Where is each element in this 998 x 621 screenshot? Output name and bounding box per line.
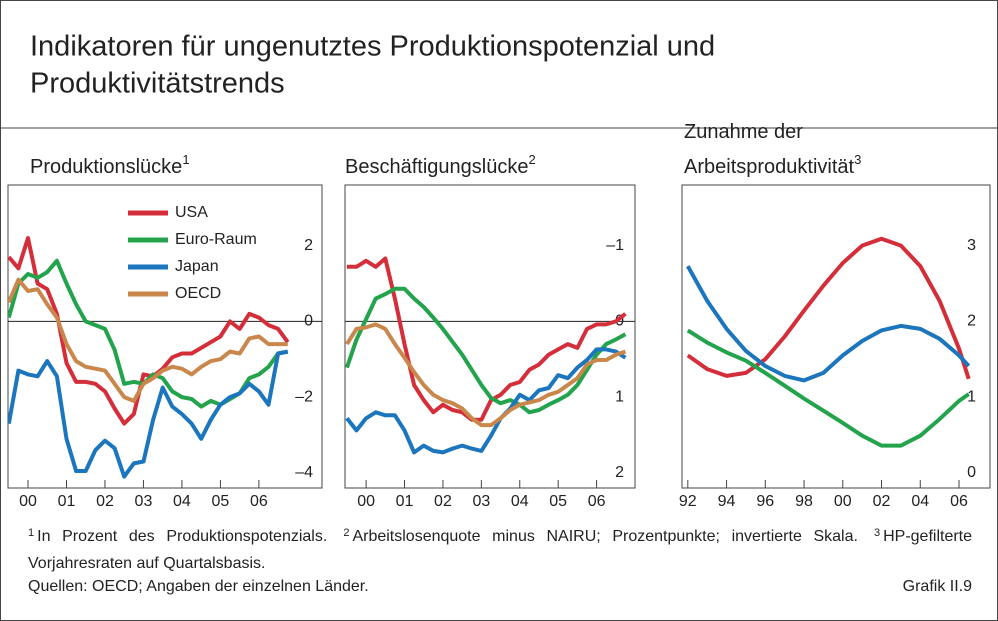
panel-title-text: Beschäftigungslücke — [345, 156, 528, 178]
x-tick-label: 04 — [911, 493, 929, 510]
x-tick-label: 04 — [511, 493, 529, 510]
y-tick-label: 1 — [967, 388, 976, 405]
footnote-text: In Prozent des Produktionspotenzials. — [37, 528, 328, 545]
panel-title: Zunahme der — [684, 121, 803, 143]
series-line — [686, 265, 971, 383]
series-line — [345, 347, 627, 455]
plot-area — [344, 184, 636, 489]
x-tick-label: 05 — [549, 493, 567, 510]
y-tick-label: 2 — [967, 313, 976, 330]
page-title: Indikatoren für ungenutztes Produktionsp… — [30, 31, 715, 63]
y-tick-label: –4 — [295, 464, 313, 481]
y-tick-label: 1 — [615, 388, 624, 405]
chart-id: Grafik II.9 — [902, 578, 972, 595]
legend-label: OECD — [175, 285, 221, 302]
panel-title-text: Arbeitsproduktivität — [684, 156, 855, 178]
y-tick-label: 0 — [967, 464, 976, 481]
series-line — [686, 328, 970, 448]
series-line — [686, 236, 971, 380]
footnotes: 1 In Prozent des Produktionspotenzials. 2… — [28, 520, 972, 577]
footnote-mark: 2 — [343, 527, 350, 539]
y-tick-label: 3 — [967, 237, 976, 254]
x-tick-label: 06 — [250, 493, 268, 510]
panel-title-text: Produktionslücke — [30, 156, 182, 178]
x-tick-label: 02 — [96, 493, 114, 510]
y-tick-label: –2 — [295, 388, 313, 405]
legend-label: USA — [175, 204, 208, 221]
x-tick-label: 94 — [718, 493, 736, 510]
plot-area — [681, 184, 991, 489]
x-tick-label: 01 — [396, 493, 414, 510]
series-line — [345, 286, 627, 415]
x-tick-label: 02 — [434, 493, 452, 510]
x-tick-label: 01 — [58, 493, 76, 510]
series-line — [345, 322, 627, 428]
x-tick-label: 92 — [679, 493, 697, 510]
footnote-text: HP-gefilterte Vorjahresraten auf Quartal… — [28, 528, 973, 572]
y-tick-label: 2 — [304, 237, 313, 254]
x-tick-label: 03 — [135, 493, 153, 510]
page-title: Produktivitätstrends — [30, 68, 285, 100]
panel-title-note: 2 — [528, 152, 535, 167]
x-tick-label: 04 — [173, 493, 191, 510]
panel-title: Arbeitsproduktivität3 — [684, 152, 861, 178]
x-tick-label: 96 — [756, 493, 774, 510]
panel-title-note: 3 — [854, 152, 861, 167]
legend-label: Japan — [175, 258, 219, 275]
footnote-text: Arbeitslosenquote minus NAIRU; Prozentpu… — [352, 528, 858, 545]
series-line — [8, 236, 290, 426]
panel-title: Beschäftigungslücke2 — [345, 152, 536, 178]
series-line — [8, 277, 288, 403]
y-tick-label: –1 — [606, 237, 624, 254]
panel-title-text: Zunahme der — [684, 121, 803, 143]
panel-title-note: 1 — [182, 152, 189, 167]
footnote-mark: 1 — [28, 527, 35, 539]
x-tick-label: 00 — [834, 493, 852, 510]
x-tick-label: 98 — [795, 493, 813, 510]
plot-area — [7, 184, 323, 489]
source: Quellen: OECD; Angaben der einzelnen Län… — [28, 578, 369, 595]
footnote-mark: 3 — [873, 527, 881, 539]
x-tick-label: 00 — [357, 493, 375, 510]
x-tick-label: 06 — [588, 493, 606, 510]
x-tick-label: 00 — [19, 493, 37, 510]
x-tick-label: 06 — [950, 493, 968, 510]
panel-title: Produktionslücke1 — [30, 152, 190, 178]
y-tick-label: 2 — [615, 464, 624, 481]
legend-label: Euro-Raum — [175, 231, 257, 248]
x-tick-label: 05 — [212, 493, 230, 510]
series-line — [8, 349, 289, 479]
x-tick-label: 02 — [873, 493, 891, 510]
x-tick-label: 03 — [472, 493, 490, 510]
